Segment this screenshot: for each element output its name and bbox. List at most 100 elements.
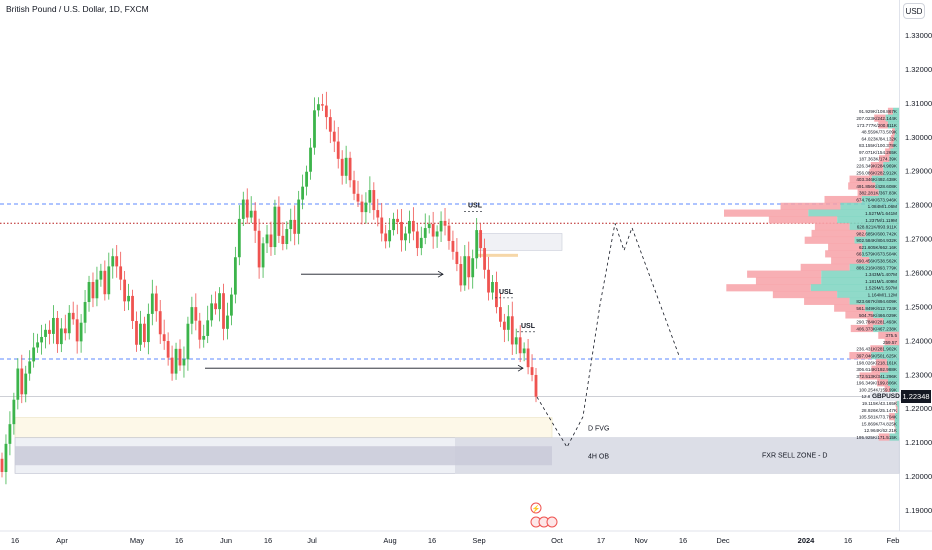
candle-body xyxy=(510,316,514,345)
profile-bar-sell xyxy=(780,202,841,210)
candle-body xyxy=(380,217,384,234)
candle-body xyxy=(154,293,158,312)
profile-bar-buy xyxy=(865,229,899,238)
candle-body xyxy=(71,312,75,320)
candle-body xyxy=(364,202,368,213)
candle-body xyxy=(127,295,130,302)
candle-body xyxy=(75,319,79,342)
profile-bar-buy xyxy=(871,175,899,183)
profile-bar-buy xyxy=(894,419,899,428)
candle-body xyxy=(198,320,202,340)
profile-label: 663.579K/673.504K xyxy=(856,252,898,257)
candle-body xyxy=(352,180,356,194)
profile-bar-buy xyxy=(840,202,899,210)
profile-bar-buy xyxy=(895,426,899,434)
profile-bar-sell xyxy=(845,311,874,319)
candle-body xyxy=(194,307,198,321)
profile-bar-buy xyxy=(893,141,899,149)
profile-bar-buy xyxy=(861,250,899,258)
candle-body xyxy=(435,231,439,237)
candle-body xyxy=(285,229,289,244)
candle-body xyxy=(111,256,115,267)
profile-bar-buy xyxy=(889,433,899,441)
candle-body xyxy=(518,337,522,354)
candle-body xyxy=(206,320,210,336)
y-tick-label: 1.19000 xyxy=(905,506,932,515)
candle-body xyxy=(178,348,182,366)
profile-label: 982.685K/600.742K xyxy=(856,231,898,236)
profile-bar-sell xyxy=(768,216,838,224)
profile-label: 236.431K/281.902K xyxy=(856,347,898,352)
candle-body xyxy=(502,321,506,330)
y-tick-label: 1.33000 xyxy=(905,31,932,40)
candle-body xyxy=(309,147,312,172)
profile-label: 105.581K/73.704K xyxy=(859,415,898,420)
sell-zone-label: FXR SELL ZONE - D xyxy=(762,453,827,460)
economic-event-icon xyxy=(546,516,558,528)
candle-body xyxy=(340,158,344,176)
symbol-tag: GBPUSD xyxy=(870,392,902,401)
profile-bar-buy xyxy=(821,270,899,278)
candle-body xyxy=(103,270,107,295)
x-tick-label: 16 xyxy=(175,536,183,545)
profile-bar-buy xyxy=(889,155,899,163)
candle-body xyxy=(241,199,245,219)
candle-body xyxy=(269,234,273,248)
profile-label: 902.584K/804.932K xyxy=(856,238,898,243)
y-tick-label: 1.32000 xyxy=(905,65,932,74)
candle-body xyxy=(202,335,206,340)
candle-body xyxy=(431,223,435,237)
profile-label: 91.929K/108.867K xyxy=(859,109,898,114)
profile-bar-sell xyxy=(800,263,850,272)
x-tick-label: 17 xyxy=(597,536,605,545)
x-tick-label: 16 xyxy=(11,536,19,545)
candle-body xyxy=(230,294,233,316)
profile-bar-buy xyxy=(875,182,899,190)
profile-bar-buy xyxy=(871,352,899,360)
candle-body xyxy=(459,264,463,286)
candle-body xyxy=(483,248,486,270)
y-tick-label: 1.22000 xyxy=(905,404,932,413)
candle-body xyxy=(79,322,83,342)
profile-bar-sell xyxy=(877,379,888,387)
candle-body xyxy=(289,219,293,230)
candle-body xyxy=(491,282,494,293)
y-tick-label: 1.28000 xyxy=(905,201,932,210)
profile-label: 397.046K/501.625K xyxy=(856,354,898,359)
flash-event-icon xyxy=(530,502,542,514)
candle-body xyxy=(471,258,475,278)
candle-body xyxy=(313,110,316,148)
candle-body xyxy=(226,315,229,329)
y-tick-label: 1.29000 xyxy=(905,167,932,176)
candle-body xyxy=(514,337,518,345)
profile-bar-sell xyxy=(870,162,884,170)
candle-body xyxy=(404,233,407,241)
candle-body xyxy=(4,443,8,472)
d-fvg-label: D FVG xyxy=(588,426,609,433)
price-axis-divider xyxy=(899,0,900,531)
profile-bar-sell xyxy=(894,426,896,434)
profile-bar-buy xyxy=(861,195,899,204)
current-price-tag: 1.22348 xyxy=(901,390,931,403)
candle-body xyxy=(55,317,59,345)
profile-bar-sell xyxy=(859,372,881,380)
usl-label-2: USL xyxy=(499,289,514,296)
x-tick-label: Dec xyxy=(716,536,730,545)
candle-body xyxy=(273,206,277,248)
profile-label: 187.363K/174.39K xyxy=(859,157,898,162)
x-tick-label: 16 xyxy=(679,536,687,545)
currency-button[interactable]: USD xyxy=(903,3,925,19)
profile-bar-buy xyxy=(890,148,899,156)
candle-body xyxy=(408,220,411,234)
candle-body xyxy=(376,210,380,218)
liquidity-box xyxy=(477,233,563,251)
profile-bar-sell xyxy=(828,243,863,251)
profile-bar-sell xyxy=(870,345,884,353)
profile-bar-sell xyxy=(885,148,891,156)
y-tick-label: 1.27000 xyxy=(905,235,932,244)
profile-bar-sell xyxy=(879,155,890,163)
candle-body xyxy=(475,230,479,259)
candle-body xyxy=(131,295,134,322)
profile-label: 1.084M/1.06M xyxy=(868,204,898,209)
